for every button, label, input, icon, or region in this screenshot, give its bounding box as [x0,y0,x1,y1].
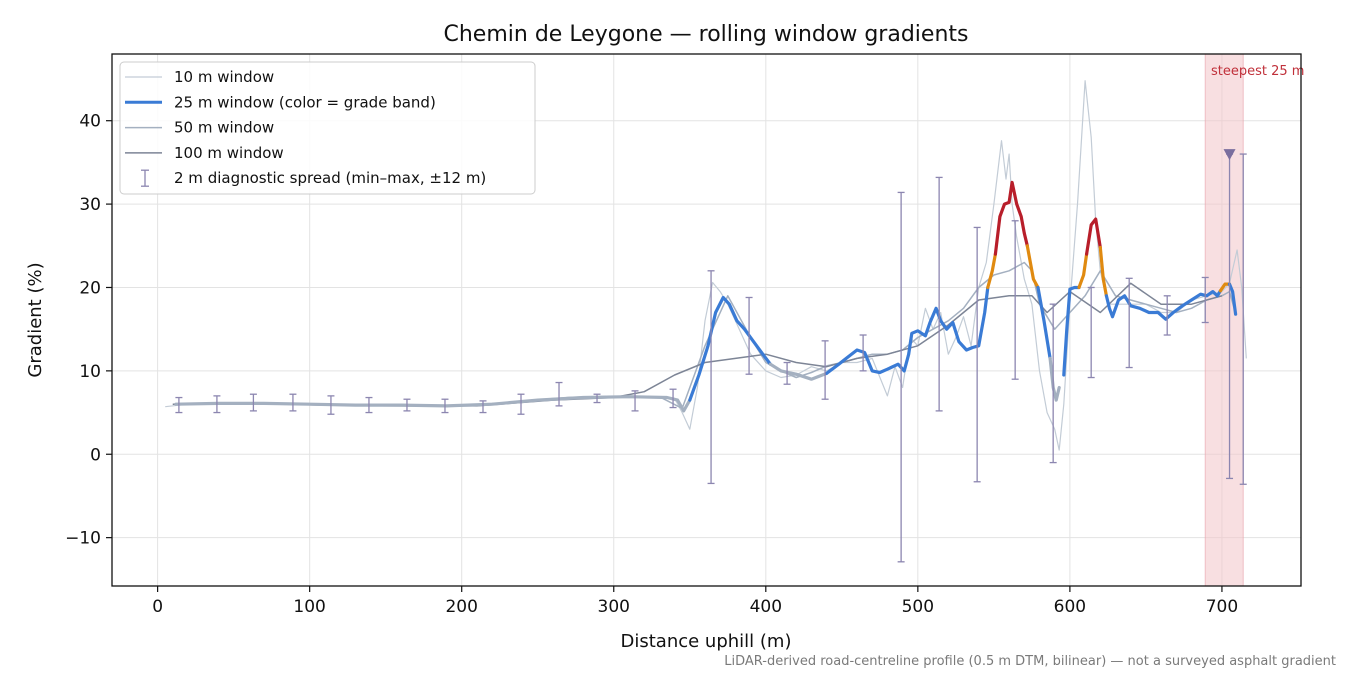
25m-window-segment-steep [1025,244,1040,290]
axis-ticks: 0 100 200 300 400 500 600 700 −10 0 10 20 30 40 [65,112,1238,617]
diagnostic-spread-bar [707,270,715,485]
y-tick-label: 0 [90,445,101,465]
25m-window-segment-steep [1098,245,1109,298]
25m-window-segment-steep [1077,252,1089,290]
error-bars [175,153,1247,563]
y-tick-label: 20 [79,278,101,298]
legend-label: 2 m diagnostic spread (min–max, ±12 m) [174,169,486,187]
diagnostic-spread-bar [403,398,411,412]
25m-window-segment-moderate [1036,285,1052,360]
25m-window-segment-moderate [824,285,990,375]
footnote: LiDAR-derived road-centreline profile (0… [724,654,1336,669]
diagnostic-spread-bar [1125,277,1133,369]
legend-entry: 25 m window (color = grade band) [125,93,436,111]
x-axis-label: Distance uphill (m) [621,631,792,652]
diagnostic-spread-bar [555,381,563,407]
steepest-annotation-label: steepest 25 m [1211,64,1304,79]
legend-label: 25 m window (color = grade band) [174,93,436,111]
legend-label: 50 m window [174,119,274,137]
25m-window-segment-low [1048,356,1061,402]
diagnostic-spread-bar [1011,220,1019,380]
diagnostic-spread-bar [935,176,943,412]
diagnostic-spread-bar [1201,276,1209,324]
y-tick-label: 30 [79,195,101,215]
diagnostic-spread-bar [821,340,829,400]
chart-title: Chemin de Leygone — rolling window gradi… [444,22,969,47]
diagnostic-spread-bar [1163,295,1171,336]
diagnostic-spread-bar [213,395,221,414]
diagnostic-spread-bar [327,395,335,415]
x-tick-label: 200 [445,597,477,617]
y-tick-label: 10 [79,362,101,382]
25m-window-segment-very_steep [1084,217,1102,256]
diagnostic-spread-bar [859,334,867,372]
diagnostic-spread-bar [517,393,525,415]
x-tick-label: 300 [598,597,630,617]
25m-window-segment-moderate [1104,289,1223,321]
legend-entry: 2 m diagnostic spread (min–max, ±12 m) [141,169,486,187]
annotation: steepest 25 m [1211,64,1304,161]
legend: 10 m window 25 m window (color = grade ba… [119,61,536,195]
25m-window-segment-moderate [688,295,773,402]
25m-window-segment-low [768,362,829,381]
diagnostic-spread-bar [783,361,791,385]
series-lines [165,80,1247,451]
x-tick-label: 700 [1206,597,1238,617]
25m-window-segment-steep [986,252,998,290]
y-axis-label: Gradient (%) [25,262,46,377]
diagnostic-spread-bar [1049,303,1057,464]
y-tick-label: −10 [65,529,101,549]
25m-window-segment-moderate [1062,285,1081,377]
legend-label: 100 m window [174,144,284,162]
x-tick-label: 0 [152,597,163,617]
25m-window-segment-low [174,395,692,413]
25m-window-segment-very_steep [993,180,1029,256]
diagnostic-spread-bar [1239,153,1247,485]
diagnostic-spread-bar [669,388,677,409]
legend-entry: 50 m window [125,119,274,137]
diagnostic-spread-bar [973,226,981,483]
diagnostic-spread-bar [479,400,487,414]
x-tick-label: 600 [1054,597,1086,617]
diagnostic-spread-bar [289,393,297,412]
legend-entry: 10 m window [125,68,274,86]
diagnostic-spread-bar [365,396,373,414]
legend-label: 10 m window [174,68,274,86]
diagnostic-spread-bar [897,191,905,563]
diagnostic-spread-bar [745,296,753,375]
diagnostic-spread-bar [249,393,257,412]
legend-box [119,61,536,195]
x-tick-label: 500 [902,597,934,617]
diagnostic-spread-bar [631,390,639,412]
25m-window-segment-moderate [1227,282,1238,316]
steepest-band [1204,53,1244,587]
steepest-25m-band [1204,53,1244,587]
diagnostic-spread-bar [175,396,183,414]
x-tick-label: 100 [293,597,325,617]
x-tick-label: 400 [750,597,782,617]
diagnostic-spread-bar [593,393,601,404]
steepest-marker-triangle [1223,149,1236,161]
legend-entry: 100 m window [125,144,284,162]
diagnostic-spread-bar [1087,286,1095,379]
diagnostic-spread-bar [441,398,449,414]
y-tick-label: 40 [79,112,101,132]
plot-frame [111,53,1302,587]
